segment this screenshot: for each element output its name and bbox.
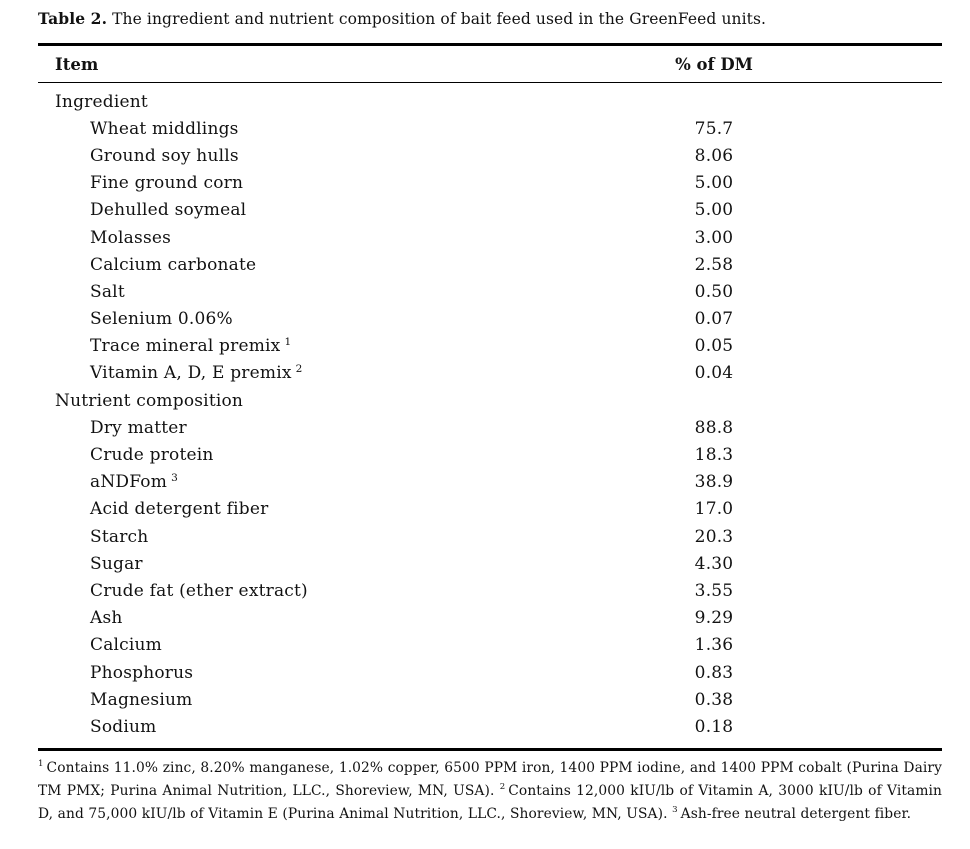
table-row: Vitamin A, D, E premix 2 0.04 xyxy=(38,360,942,387)
row-value: 88.8 xyxy=(694,417,734,438)
row-label: Wheat middlings xyxy=(90,118,239,139)
row-value: 2.58 xyxy=(694,254,734,275)
table-row: Dehulled soymeal 5.00 xyxy=(38,197,942,224)
row-value: 0.05 xyxy=(694,336,734,357)
table-row: Ash 9.29 xyxy=(38,605,942,632)
row-value: 75.7 xyxy=(694,118,734,139)
row-label: aNDFom 3 xyxy=(90,471,178,493)
row-value: 0.04 xyxy=(694,363,734,384)
row-value: 5.00 xyxy=(694,200,734,221)
row-label: Sodium xyxy=(90,716,157,737)
table-caption: Table 2. The ingredient and nutrient com… xyxy=(38,8,942,30)
row-label: Crude fat (ether extract) xyxy=(90,580,308,601)
row-label: Acid detergent fiber xyxy=(90,499,269,520)
row-value: 5.00 xyxy=(694,173,734,194)
footnote-marker: 2 xyxy=(295,362,303,375)
column-header-item: Item xyxy=(55,55,99,74)
table-row: Ground soy hulls 8.06 xyxy=(38,142,942,169)
footnote-text: Ash-free neutral detergent fiber. xyxy=(680,805,912,822)
table-row: Crude protein 18.3 xyxy=(38,441,942,468)
table-row: aNDFom 3 38.9 xyxy=(38,469,942,496)
row-value: 18.3 xyxy=(694,445,734,466)
footnote-marker: 3 xyxy=(672,804,678,815)
table-row: Molasses 3.00 xyxy=(38,224,942,251)
row-label: Trace mineral premix 1 xyxy=(90,335,292,357)
footnote-marker: 1 xyxy=(284,335,292,348)
table-row: Crude fat (ether extract) 3.55 xyxy=(38,577,942,604)
row-label: Crude protein xyxy=(90,445,214,466)
table-header-row: Item % of DM xyxy=(38,46,942,83)
row-label: Calcium carbonate xyxy=(90,254,257,275)
table-caption-label: Table 2. xyxy=(38,9,108,28)
row-label: Sugar xyxy=(90,553,143,574)
row-value: 0.50 xyxy=(694,281,734,302)
table-body: Ingredient Wheat middlings 75.7 Ground soy … xyxy=(38,83,942,748)
row-label: Dry matter xyxy=(90,417,187,438)
table-row: Acid detergent fiber 17.0 xyxy=(38,496,942,523)
table-row: Selenium 0.06% 0.07 xyxy=(38,306,942,333)
row-label: Starch xyxy=(90,526,149,547)
row-value: 0.07 xyxy=(694,309,734,330)
footnote-marker: 3 xyxy=(171,471,178,484)
row-label: Dehulled soymeal xyxy=(90,200,247,221)
table-row: Fine ground corn 5.00 xyxy=(38,170,942,197)
section-label: Nutrient composition xyxy=(55,390,244,411)
footnote-marker: 2 xyxy=(499,781,506,792)
footnote-marker: 1 xyxy=(38,758,44,769)
table-row: Sugar 4.30 xyxy=(38,550,942,577)
row-label: Salt xyxy=(90,281,125,302)
table-row: Salt 0.50 xyxy=(38,278,942,305)
table-row: Magnesium 0.38 xyxy=(38,686,942,713)
row-value: 0.83 xyxy=(694,662,734,683)
row-label: Molasses xyxy=(90,227,172,248)
table-footnotes: 1 Contains 11.0% zinc, 8.20% manganese, 1… xyxy=(38,757,942,826)
row-label: Calcium xyxy=(90,635,163,656)
row-value: 4.30 xyxy=(694,553,734,574)
table-row: Dry matter 88.8 xyxy=(38,414,942,441)
row-value: 20.3 xyxy=(694,526,734,547)
row-value: 3.55 xyxy=(694,580,734,601)
table-row: Calcium 1.36 xyxy=(38,632,942,659)
row-label: Magnesium xyxy=(90,689,193,710)
row-value: 17.0 xyxy=(694,499,734,520)
row-value: 8.06 xyxy=(694,145,734,166)
row-label: Fine ground corn xyxy=(90,173,244,194)
table-row: Wheat middlings 75.7 xyxy=(38,115,942,142)
table-row: Starch 20.3 xyxy=(38,523,942,550)
row-value: 38.9 xyxy=(694,472,734,493)
table-caption-text: The ingredient and nutrient composition … xyxy=(107,10,767,28)
table-row: Calcium carbonate 2.58 xyxy=(38,251,942,278)
footnote-text: Contains 11.0% zinc, 8.20% manganese, 1.… xyxy=(38,759,942,799)
column-header-percent-dm: % of DM xyxy=(675,55,753,74)
row-value: 1.36 xyxy=(694,635,734,656)
row-label: Ground soy hulls xyxy=(90,145,239,166)
row-label: Selenium 0.06% xyxy=(90,309,233,330)
table-section-row: Ingredient xyxy=(38,88,942,115)
row-label: Ash xyxy=(90,608,123,629)
row-label: Vitamin A, D, E premix 2 xyxy=(90,362,303,384)
row-value: 0.18 xyxy=(694,716,734,737)
row-value: 3.00 xyxy=(694,227,734,248)
table-row: Trace mineral premix 1 0.05 xyxy=(38,333,942,360)
section-label: Ingredient xyxy=(55,91,148,112)
footnote-text: Contains 12,000 kIU/lb of Vitamin A, 300… xyxy=(38,782,942,822)
table-row: Phosphorus 0.83 xyxy=(38,659,942,686)
table-row: Sodium 0.18 xyxy=(38,713,942,740)
data-table: Item % of DM Ingredient Wheat middlings 75… xyxy=(38,43,942,751)
table-section-row: Nutrient composition xyxy=(38,387,942,414)
row-value: 9.29 xyxy=(694,608,734,629)
row-value: 0.38 xyxy=(694,689,734,710)
row-label: Phosphorus xyxy=(90,662,194,683)
